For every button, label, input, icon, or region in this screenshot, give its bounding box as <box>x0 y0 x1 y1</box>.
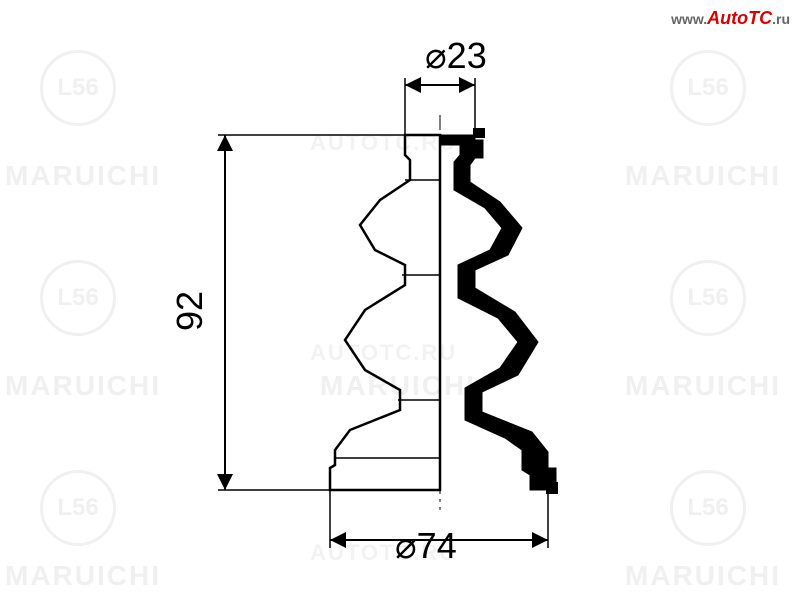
technical-diagram: ⌀23 92 ⌀74 <box>150 50 650 570</box>
watermark-brand: MARUICHI <box>5 370 161 402</box>
url-suffix: .ru <box>772 11 790 27</box>
url-www: www. <box>671 11 707 27</box>
watermark-brand: MARUICHI <box>5 560 161 592</box>
source-url: www.AutoTC.ru <box>671 8 790 29</box>
watermark-circle: L56 <box>670 50 746 126</box>
watermark-circle: L56 <box>40 50 116 126</box>
watermark-circle: L56 <box>40 260 116 336</box>
url-main: AutoTC <box>707 8 772 28</box>
watermark-circle: L56 <box>670 470 746 546</box>
watermark-circle: L56 <box>40 470 116 546</box>
diagram-svg <box>150 50 650 590</box>
watermark-circle: L56 <box>670 260 746 336</box>
watermark-brand: MARUICHI <box>5 160 161 192</box>
